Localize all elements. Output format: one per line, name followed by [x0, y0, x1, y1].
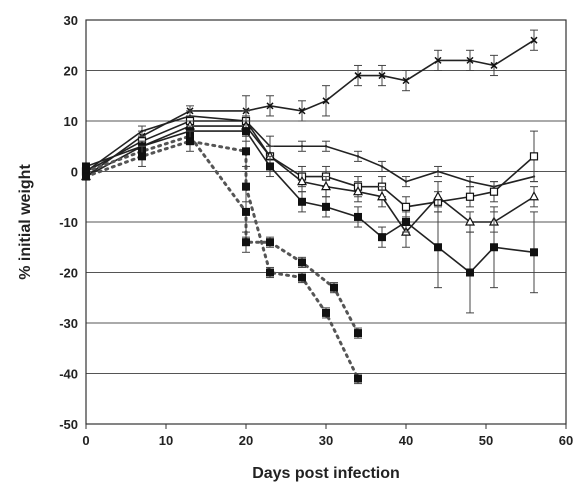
series-line — [85, 115, 535, 188]
data-point — [186, 137, 194, 146]
data-point — [82, 172, 90, 181]
data-point — [490, 243, 498, 252]
series-line — [85, 125, 535, 234]
data-point — [466, 268, 474, 277]
data-point — [356, 155, 360, 158]
data-point — [140, 129, 144, 133]
data-point — [402, 77, 410, 85]
data-point — [322, 97, 330, 105]
data-point — [298, 273, 306, 282]
data-point — [298, 107, 306, 115]
data-point — [300, 145, 304, 148]
data-point — [529, 190, 539, 201]
data-point — [378, 233, 386, 242]
data-point — [242, 147, 250, 156]
y-tick-label: 20 — [64, 64, 78, 79]
y-tick-label: -40 — [59, 367, 78, 382]
data-point — [434, 56, 442, 64]
data-point — [436, 170, 440, 173]
y-tick-label: -10 — [59, 215, 78, 230]
series-line — [85, 130, 535, 274]
y-axis-label: % initial weight — [17, 164, 34, 280]
data-point — [322, 308, 330, 317]
data-point — [465, 216, 475, 226]
y-tick-label: -20 — [59, 266, 78, 281]
series-line — [84, 134, 360, 335]
data-point — [404, 180, 408, 183]
x-tick-label: 30 — [319, 433, 333, 448]
x-tick-label: 10 — [159, 433, 173, 448]
data-point — [297, 175, 307, 186]
data-point — [298, 258, 306, 267]
data-point — [353, 185, 363, 196]
data-point — [324, 145, 328, 148]
y-tick-label: 10 — [64, 114, 78, 129]
y-tick-label: 30 — [64, 13, 78, 28]
series-6 — [82, 130, 362, 385]
data-point — [380, 165, 384, 168]
x-tick-label: 50 — [479, 433, 493, 448]
data-point — [266, 268, 274, 277]
y-tick-label: -30 — [59, 316, 78, 331]
x-tick-label: 0 — [82, 433, 89, 448]
data-point — [529, 152, 539, 161]
data-point — [242, 238, 250, 247]
data-point — [377, 190, 387, 201]
data-point — [242, 207, 250, 216]
series-4 — [82, 120, 538, 314]
data-point — [468, 180, 472, 183]
data-point — [330, 283, 338, 292]
data-point — [138, 152, 146, 161]
data-point — [530, 248, 538, 257]
data-point — [530, 36, 538, 44]
data-point — [354, 72, 362, 80]
data-point — [322, 202, 330, 211]
data-point — [266, 102, 274, 110]
data-point — [433, 190, 443, 201]
data-point — [354, 212, 362, 221]
data-point — [266, 238, 274, 247]
data-point — [401, 202, 411, 211]
data-point — [298, 197, 306, 206]
data-point — [321, 180, 331, 191]
series-2 — [81, 110, 539, 218]
series-line — [85, 39, 535, 178]
x-tick-label: 40 — [399, 433, 413, 448]
series-line — [85, 120, 535, 208]
data-point — [354, 329, 362, 338]
y-tick-label: -50 — [59, 417, 78, 432]
data-point — [466, 56, 474, 64]
series-1 — [84, 110, 538, 193]
data-point — [354, 374, 362, 383]
y-tick-label: 0 — [71, 165, 78, 180]
data-point — [465, 192, 475, 201]
x-axis-label: Days post infection — [252, 465, 400, 482]
series-0 — [82, 29, 538, 181]
data-point — [266, 162, 274, 171]
data-point — [489, 187, 499, 196]
data-point — [490, 61, 498, 69]
x-tick-label: 60 — [559, 433, 573, 448]
data-point — [402, 218, 410, 226]
data-point — [434, 243, 442, 252]
data-point — [242, 182, 250, 191]
x-tick-label: 20 — [239, 433, 253, 448]
data-point — [242, 127, 250, 136]
data-point — [378, 72, 386, 80]
